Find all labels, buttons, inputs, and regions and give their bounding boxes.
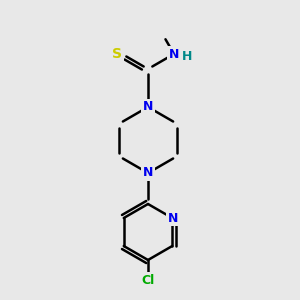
Text: N: N [168, 212, 178, 224]
Text: N: N [143, 100, 153, 113]
Text: N: N [143, 167, 153, 179]
Text: N: N [169, 47, 179, 61]
Text: S: S [112, 47, 122, 61]
Text: Cl: Cl [141, 274, 154, 286]
Text: H: H [182, 50, 192, 64]
